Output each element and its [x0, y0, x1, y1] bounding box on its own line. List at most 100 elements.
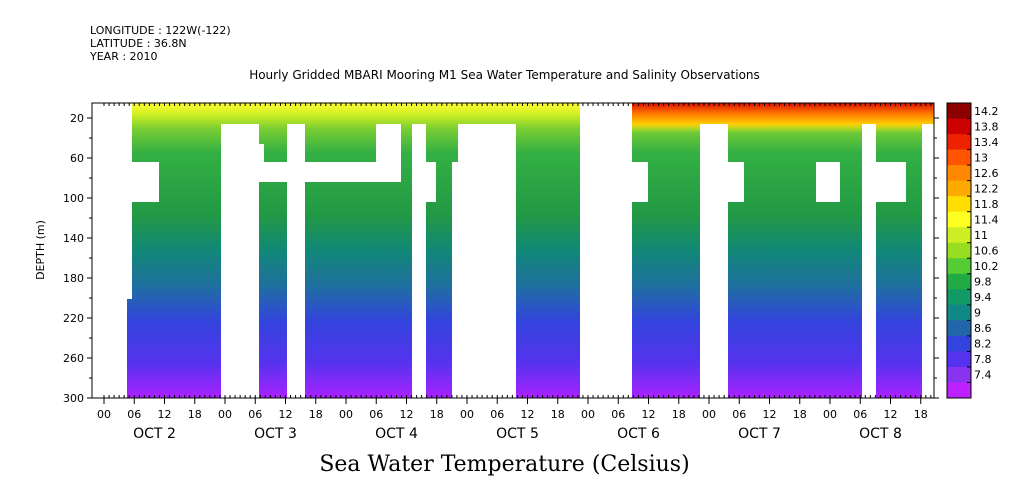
colorbar-label: 10.6 — [974, 245, 999, 258]
colorbar-label: 13.4 — [974, 136, 999, 149]
colorbar-label: 9.4 — [974, 291, 992, 304]
missing-data-region — [876, 162, 906, 202]
year-label: YEAR : 2010 — [90, 50, 158, 63]
colorbar-segment — [947, 320, 971, 337]
colorbar-label: 13 — [974, 151, 988, 164]
colorbar-segment — [947, 103, 971, 120]
x-day-label: OCT 7 — [738, 426, 781, 442]
colorbar-segment — [947, 366, 971, 383]
x-tick-label: 00 — [702, 408, 716, 421]
missing-data-region — [426, 162, 436, 202]
x-tick-label: 18 — [309, 408, 323, 421]
x-axis-label: Sea Water Temperature (Celsius) — [319, 452, 690, 477]
colorbar-segment — [947, 289, 971, 306]
missing-data-region — [632, 162, 648, 202]
missing-data-region — [452, 162, 458, 398]
plot-area — [92, 103, 934, 398]
missing-data-region — [287, 124, 305, 398]
x-tick-label: 12 — [884, 408, 898, 421]
x-tick-label: 00 — [823, 408, 837, 421]
y-axis-label: DEPTH (m) — [34, 220, 47, 280]
x-tick-label: 00 — [218, 408, 232, 421]
missing-data-region — [700, 124, 728, 398]
colorbar-label: 12.2 — [974, 182, 999, 195]
x-tick-label: 18 — [672, 408, 686, 421]
colorbar-segment — [947, 180, 971, 197]
x-tick-label: 00 — [339, 408, 353, 421]
colorbar-segment — [947, 118, 971, 135]
y-tick-label: 140 — [63, 232, 84, 245]
y-tick-label: 100 — [63, 192, 84, 205]
colorbar-label: 8.6 — [974, 322, 992, 335]
x-tick-label: 06 — [732, 408, 746, 421]
colorbar-segment — [947, 335, 971, 352]
missing-data-region — [463, 124, 477, 162]
missing-data-region — [728, 162, 744, 202]
y-tick-label: 20 — [70, 112, 84, 125]
colorbar-label: 9 — [974, 307, 981, 320]
x-day-label: OCT 8 — [859, 426, 902, 442]
x-day-label: OCT 3 — [254, 426, 297, 442]
y-tick-label: 180 — [63, 272, 84, 285]
x-tick-label: 00 — [460, 408, 474, 421]
warm-surface-band — [600, 103, 934, 133]
colorbar-segment — [947, 149, 971, 166]
colorbar-legend: 14.2 13.8 13.4 13 12.6 12.2 11.8 11.4 11 10.6 10.2… — [946, 102, 999, 399]
y-tick-label: 300 — [63, 392, 84, 405]
colorbar-label: 10.2 — [974, 260, 999, 273]
missing-data-region — [92, 103, 127, 398]
x-tick-label: 18 — [430, 408, 444, 421]
colorbar-label: 7.4 — [974, 369, 992, 382]
y-tick-label: 60 — [70, 152, 84, 165]
colorbar-segment — [947, 242, 971, 259]
x-tick-label: 18 — [188, 408, 202, 421]
colorbar-segment — [947, 258, 971, 275]
x-tick-label: 12 — [158, 408, 172, 421]
colorbar-segment — [947, 196, 971, 213]
x-axis: 00 06 12 18 00 06 12 18 00 06 12 18 00 06 12 18 00 06 12 18… — [97, 103, 932, 442]
x-tick-label: 12 — [521, 408, 535, 421]
x-tick-label: 12 — [642, 408, 656, 421]
longitude-label: LONGITUDE : 122W(-122) — [90, 24, 231, 37]
colorbar-label: 14.2 — [974, 105, 999, 118]
x-tick-label: 12 — [400, 408, 414, 421]
x-tick-label: 18 — [551, 408, 565, 421]
x-tick-label: 06 — [853, 408, 867, 421]
x-tick-label: 00 — [581, 408, 595, 421]
y-tick-label: 260 — [63, 352, 84, 365]
missing-data-region — [458, 124, 516, 398]
colorbar-label: 13.8 — [974, 120, 999, 133]
x-tick-label: 00 — [97, 408, 111, 421]
y-tick-label: 220 — [63, 312, 84, 325]
x-day-label: OCT 4 — [375, 426, 418, 442]
x-tick-label: 18 — [793, 408, 807, 421]
colorbar-label: 11.4 — [974, 213, 999, 226]
missing-data-region — [376, 124, 401, 182]
missing-data-region — [589, 103, 602, 121]
latitude-label: LATITUDE : 36.8N — [90, 37, 187, 50]
x-tick-label: 06 — [369, 408, 383, 421]
colorbar-segment — [947, 351, 971, 368]
x-tick-label: 06 — [490, 408, 504, 421]
colorbar-label: 11 — [974, 229, 988, 242]
x-tick-label: 06 — [127, 408, 141, 421]
missing-data-region — [580, 103, 632, 398]
x-tick-label: 06 — [248, 408, 262, 421]
colorbar-label: 9.8 — [974, 276, 992, 289]
colorbar-label: 11.8 — [974, 198, 999, 211]
missing-data-region — [922, 124, 934, 398]
missing-data-region — [221, 144, 264, 182]
missing-data-region — [862, 162, 876, 398]
missing-data-region — [816, 162, 840, 202]
x-day-label: OCT 2 — [133, 426, 176, 442]
colorbar-label: 12.6 — [974, 167, 999, 180]
colorbar-segment — [947, 211, 971, 228]
missing-data-region — [412, 124, 426, 398]
colorbar-segment — [947, 134, 971, 151]
missing-data-region — [259, 162, 376, 182]
colorbar-segment — [947, 304, 971, 321]
x-day-label: OCT 6 — [617, 426, 660, 442]
x-tick-label: 06 — [611, 408, 625, 421]
x-tick-label: 12 — [279, 408, 293, 421]
